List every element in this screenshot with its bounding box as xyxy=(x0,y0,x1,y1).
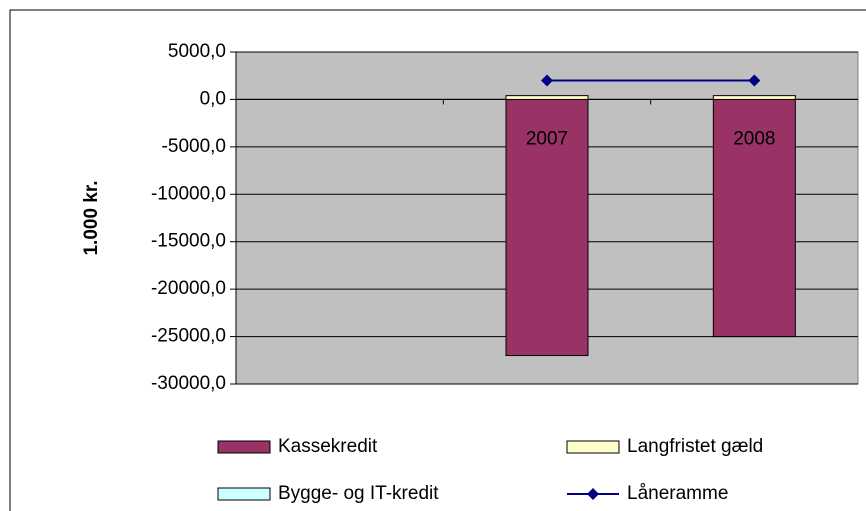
x-tick-label: 2008 xyxy=(733,128,775,149)
legend-label: Låneramme xyxy=(627,483,728,504)
y-axis-title: 1.000 kr. xyxy=(81,180,102,255)
legend-label: Kassekredit xyxy=(278,436,378,457)
legend-swatch xyxy=(217,440,271,454)
y-tick-label: 0,0 xyxy=(200,88,226,109)
legend-marker xyxy=(587,488,599,500)
legend-label: Langfristet gæld xyxy=(627,436,763,457)
line-marker xyxy=(748,74,761,87)
bar xyxy=(505,95,589,100)
bar xyxy=(712,98,796,338)
y-tick-label: -5000,0 xyxy=(162,136,226,157)
y-tick-label: -30000,0 xyxy=(151,373,226,394)
y-tick-label: -10000,0 xyxy=(151,183,226,204)
legend-label: Bygge- og IT-kredit xyxy=(278,483,439,504)
y-tick-label: -15000,0 xyxy=(151,231,226,252)
bar xyxy=(505,98,589,357)
y-tick-label: -20000,0 xyxy=(151,278,226,299)
bar xyxy=(712,95,796,100)
y-tick-label: -25000,0 xyxy=(151,326,226,347)
legend-swatch xyxy=(217,487,271,501)
line-marker xyxy=(541,74,553,87)
legend-swatch xyxy=(566,440,620,454)
x-tick-label: 2007 xyxy=(526,128,568,149)
y-tick-label: 5000,0 xyxy=(168,41,226,62)
